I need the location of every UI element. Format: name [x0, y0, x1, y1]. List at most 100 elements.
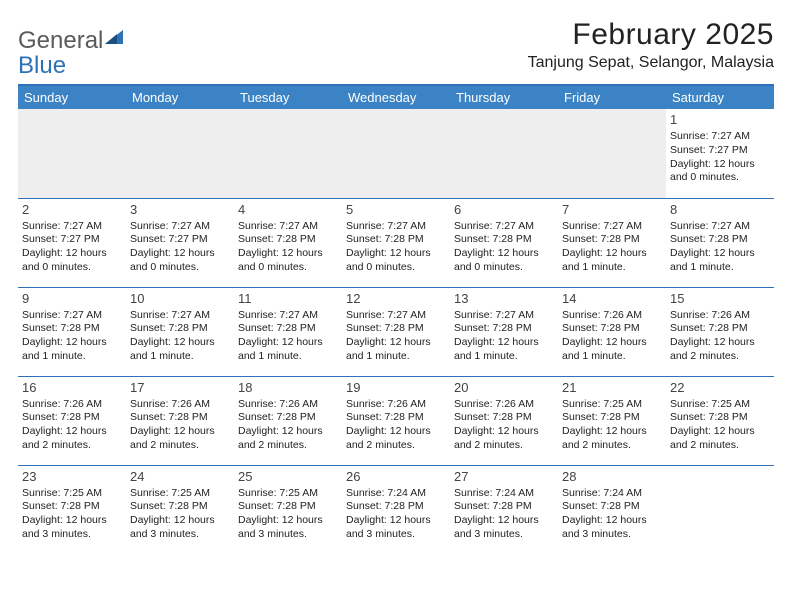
calendar-cell: 4Sunrise: 7:27 AMSunset: 7:28 PMDaylight…: [234, 198, 342, 287]
calendar-cell: 22Sunrise: 7:25 AMSunset: 7:28 PMDayligh…: [666, 376, 774, 465]
cell-day2: and 0 minutes.: [238, 261, 338, 275]
cell-sunset: Sunset: 7:27 PM: [670, 144, 770, 158]
calendar-cell: 15Sunrise: 7:26 AMSunset: 7:28 PMDayligh…: [666, 287, 774, 376]
day-number: 16: [22, 380, 122, 397]
calendar-cell: [450, 109, 558, 198]
calendar-cell: 27Sunrise: 7:24 AMSunset: 7:28 PMDayligh…: [450, 465, 558, 554]
cell-day1: Daylight: 12 hours: [562, 247, 662, 261]
calendar-cell: 12Sunrise: 7:27 AMSunset: 7:28 PMDayligh…: [342, 287, 450, 376]
cell-day1: Daylight: 12 hours: [22, 514, 122, 528]
cell-day2: and 1 minute.: [454, 350, 554, 364]
calendar-cell: [558, 109, 666, 198]
cell-sunset: Sunset: 7:28 PM: [454, 411, 554, 425]
calendar-cell: [342, 109, 450, 198]
day-number: 3: [130, 202, 230, 219]
calendar-cell: 13Sunrise: 7:27 AMSunset: 7:28 PMDayligh…: [450, 287, 558, 376]
cell-day2: and 0 minutes.: [346, 261, 446, 275]
cell-sunset: Sunset: 7:28 PM: [562, 322, 662, 336]
cell-day2: and 0 minutes.: [670, 171, 770, 185]
day-header: Sunday: [18, 86, 126, 109]
day-number: 11: [238, 291, 338, 308]
cell-sunset: Sunset: 7:28 PM: [22, 500, 122, 514]
cell-day2: and 1 minute.: [670, 261, 770, 275]
day-number: 4: [238, 202, 338, 219]
calendar-cell: 11Sunrise: 7:27 AMSunset: 7:28 PMDayligh…: [234, 287, 342, 376]
cell-day2: and 3 minutes.: [22, 528, 122, 542]
day-number: 27: [454, 469, 554, 486]
title-block: February 2025 Tanjung Sepat, Selangor, M…: [528, 18, 774, 72]
day-number: 14: [562, 291, 662, 308]
calendar-table: SundayMondayTuesdayWednesdayThursdayFrid…: [18, 86, 774, 554]
cell-day2: and 1 minute.: [562, 350, 662, 364]
cell-day2: and 2 minutes.: [346, 439, 446, 453]
cell-day2: and 0 minutes.: [130, 261, 230, 275]
cell-sunrise: Sunrise: 7:27 AM: [130, 309, 230, 323]
cell-sunset: Sunset: 7:28 PM: [346, 411, 446, 425]
cell-sunrise: Sunrise: 7:25 AM: [238, 487, 338, 501]
cell-sunrise: Sunrise: 7:27 AM: [562, 220, 662, 234]
location: Tanjung Sepat, Selangor, Malaysia: [528, 54, 774, 72]
cell-day1: Daylight: 12 hours: [238, 336, 338, 350]
calendar-cell: [234, 109, 342, 198]
day-number: 19: [346, 380, 446, 397]
cell-sunrise: Sunrise: 7:27 AM: [130, 220, 230, 234]
calendar-cell: 6Sunrise: 7:27 AMSunset: 7:28 PMDaylight…: [450, 198, 558, 287]
header: General Blue February 2025 Tanjung Sepat…: [18, 18, 774, 78]
cell-sunrise: Sunrise: 7:26 AM: [454, 398, 554, 412]
cell-day1: Daylight: 12 hours: [454, 425, 554, 439]
calendar-week: 16Sunrise: 7:26 AMSunset: 7:28 PMDayligh…: [18, 376, 774, 465]
calendar-cell: 24Sunrise: 7:25 AMSunset: 7:28 PMDayligh…: [126, 465, 234, 554]
day-number: 6: [454, 202, 554, 219]
cell-day1: Daylight: 12 hours: [238, 247, 338, 261]
day-number: 7: [562, 202, 662, 219]
cell-sunrise: Sunrise: 7:24 AM: [454, 487, 554, 501]
calendar-cell: 25Sunrise: 7:25 AMSunset: 7:28 PMDayligh…: [234, 465, 342, 554]
day-header: Thursday: [450, 86, 558, 109]
day-number: 23: [22, 469, 122, 486]
cell-sunrise: Sunrise: 7:27 AM: [346, 220, 446, 234]
cell-sunrise: Sunrise: 7:25 AM: [562, 398, 662, 412]
calendar-week: 23Sunrise: 7:25 AMSunset: 7:28 PMDayligh…: [18, 465, 774, 554]
cell-sunrise: Sunrise: 7:24 AM: [562, 487, 662, 501]
cell-sunrise: Sunrise: 7:27 AM: [454, 309, 554, 323]
cell-day2: and 1 minute.: [238, 350, 338, 364]
cell-sunset: Sunset: 7:28 PM: [670, 233, 770, 247]
logo-text-blue: Blue: [18, 52, 66, 79]
cell-sunset: Sunset: 7:28 PM: [562, 500, 662, 514]
cell-day1: Daylight: 12 hours: [670, 247, 770, 261]
calendar-cell: 19Sunrise: 7:26 AMSunset: 7:28 PMDayligh…: [342, 376, 450, 465]
cell-day2: and 3 minutes.: [346, 528, 446, 542]
cell-sunset: Sunset: 7:28 PM: [346, 233, 446, 247]
calendar-cell: 2Sunrise: 7:27 AMSunset: 7:27 PMDaylight…: [18, 198, 126, 287]
cell-day1: Daylight: 12 hours: [670, 158, 770, 172]
cell-sunrise: Sunrise: 7:27 AM: [22, 220, 122, 234]
cell-day2: and 1 minute.: [22, 350, 122, 364]
cell-sunset: Sunset: 7:28 PM: [670, 322, 770, 336]
cell-sunset: Sunset: 7:28 PM: [346, 322, 446, 336]
cell-day2: and 2 minutes.: [454, 439, 554, 453]
cell-day1: Daylight: 12 hours: [130, 425, 230, 439]
cell-sunset: Sunset: 7:28 PM: [454, 500, 554, 514]
calendar-head: SundayMondayTuesdayWednesdayThursdayFrid…: [18, 86, 774, 109]
day-number: 12: [346, 291, 446, 308]
cell-sunset: Sunset: 7:28 PM: [562, 233, 662, 247]
cell-sunrise: Sunrise: 7:25 AM: [22, 487, 122, 501]
cell-sunrise: Sunrise: 7:27 AM: [670, 220, 770, 234]
cell-day1: Daylight: 12 hours: [238, 425, 338, 439]
day-number: 8: [670, 202, 770, 219]
cell-day1: Daylight: 12 hours: [562, 514, 662, 528]
calendar-cell: 5Sunrise: 7:27 AMSunset: 7:28 PMDaylight…: [342, 198, 450, 287]
cell-sunset: Sunset: 7:28 PM: [454, 233, 554, 247]
cell-day2: and 1 minute.: [130, 350, 230, 364]
day-number: 13: [454, 291, 554, 308]
day-number: 21: [562, 380, 662, 397]
day-number: 25: [238, 469, 338, 486]
cell-sunset: Sunset: 7:28 PM: [238, 500, 338, 514]
cell-sunrise: Sunrise: 7:26 AM: [562, 309, 662, 323]
cell-sunset: Sunset: 7:28 PM: [238, 233, 338, 247]
calendar-cell: 26Sunrise: 7:24 AMSunset: 7:28 PMDayligh…: [342, 465, 450, 554]
cell-day1: Daylight: 12 hours: [454, 336, 554, 350]
cell-day2: and 3 minutes.: [238, 528, 338, 542]
calendar-week: 1Sunrise: 7:27 AMSunset: 7:27 PMDaylight…: [18, 109, 774, 198]
cell-sunrise: Sunrise: 7:27 AM: [346, 309, 446, 323]
